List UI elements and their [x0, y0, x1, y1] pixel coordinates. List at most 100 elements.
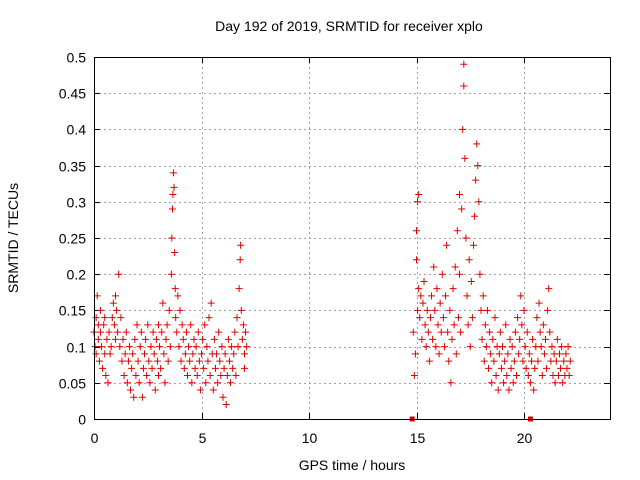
data-point — [153, 357, 161, 365]
data-point — [124, 357, 132, 365]
data-point — [116, 343, 124, 351]
data-point — [138, 393, 146, 401]
data-point — [435, 350, 443, 358]
data-point — [134, 357, 142, 365]
data-point — [171, 248, 179, 256]
data-point — [168, 234, 176, 242]
data-point — [125, 343, 133, 351]
data-point — [504, 350, 512, 358]
data-point — [542, 335, 549, 343]
data-point — [214, 379, 222, 387]
data-point — [150, 350, 158, 358]
data-point — [206, 372, 214, 380]
data-point — [539, 321, 547, 329]
data-point — [545, 285, 553, 293]
data-point — [215, 328, 223, 336]
data-point — [182, 328, 190, 336]
data-point — [106, 350, 114, 358]
x-tick-label: 5 — [199, 430, 207, 446]
data-point — [538, 372, 546, 380]
data-point — [415, 285, 423, 293]
data-point — [96, 328, 104, 336]
data-point — [472, 176, 480, 184]
data-point — [202, 379, 210, 387]
data-point — [143, 372, 151, 380]
data-point — [188, 379, 196, 387]
data-point — [558, 343, 566, 351]
data-point — [169, 191, 177, 199]
data-point — [471, 212, 479, 220]
data-point — [537, 343, 545, 351]
data-point — [559, 379, 567, 387]
y-tick-label: 0.2 — [67, 267, 87, 283]
y-tick-label: 0.45 — [59, 86, 86, 102]
data-point — [128, 364, 136, 372]
data-point — [163, 321, 171, 329]
data-point — [102, 372, 110, 380]
data-point — [110, 321, 118, 329]
data-point — [465, 256, 473, 264]
data-point — [168, 205, 176, 213]
data-point — [466, 343, 474, 351]
data-point — [148, 364, 156, 372]
data-point — [505, 386, 513, 394]
data-point — [414, 306, 422, 314]
data-point — [448, 335, 456, 343]
data-point — [229, 364, 237, 372]
data-point — [514, 314, 522, 322]
data-point — [473, 140, 481, 148]
data-point — [133, 321, 141, 329]
data-point — [452, 350, 460, 358]
data-point — [451, 263, 459, 271]
data-point — [476, 270, 484, 278]
data-point — [409, 328, 417, 336]
data-point — [92, 314, 100, 322]
y-tick-label: 0.5 — [67, 50, 87, 66]
y-tick-label: 0.3 — [67, 195, 87, 211]
data-point — [517, 292, 525, 300]
data-point — [241, 364, 248, 372]
data-point — [512, 372, 520, 380]
x-tick-label: 15 — [410, 430, 426, 446]
data-point — [525, 350, 533, 358]
data-point — [203, 343, 211, 351]
data-point — [105, 328, 113, 336]
data-point — [187, 321, 195, 329]
data-point — [521, 343, 529, 351]
data-point — [227, 379, 235, 387]
data-point — [526, 379, 534, 387]
data-point — [486, 328, 494, 336]
data-point — [225, 357, 233, 365]
data-point — [554, 372, 562, 380]
data-point — [509, 379, 517, 387]
data-point — [171, 285, 179, 293]
data-point — [155, 321, 162, 329]
data-point — [510, 357, 518, 365]
data-point — [536, 328, 544, 336]
data-point — [173, 328, 181, 336]
data-point — [199, 335, 207, 343]
data-point — [218, 343, 226, 351]
data-point — [130, 393, 138, 401]
data-point — [524, 372, 532, 380]
data-point — [566, 357, 574, 365]
data-point — [174, 292, 182, 300]
data-point — [477, 306, 485, 314]
y-tick-label: 0.25 — [59, 231, 86, 247]
data-point — [196, 386, 204, 394]
data-point — [151, 386, 159, 394]
data-point — [497, 364, 505, 372]
data-point — [127, 386, 135, 394]
data-point — [131, 335, 139, 343]
data-point — [419, 299, 427, 307]
data-point — [200, 364, 208, 372]
data-point — [142, 335, 150, 343]
data-point — [118, 357, 126, 365]
data-point — [425, 357, 433, 365]
data-point — [474, 162, 482, 170]
data-point — [479, 292, 487, 300]
data-point — [481, 321, 489, 329]
data-point — [482, 343, 490, 351]
data-point — [91, 343, 99, 351]
data-point — [117, 314, 125, 322]
